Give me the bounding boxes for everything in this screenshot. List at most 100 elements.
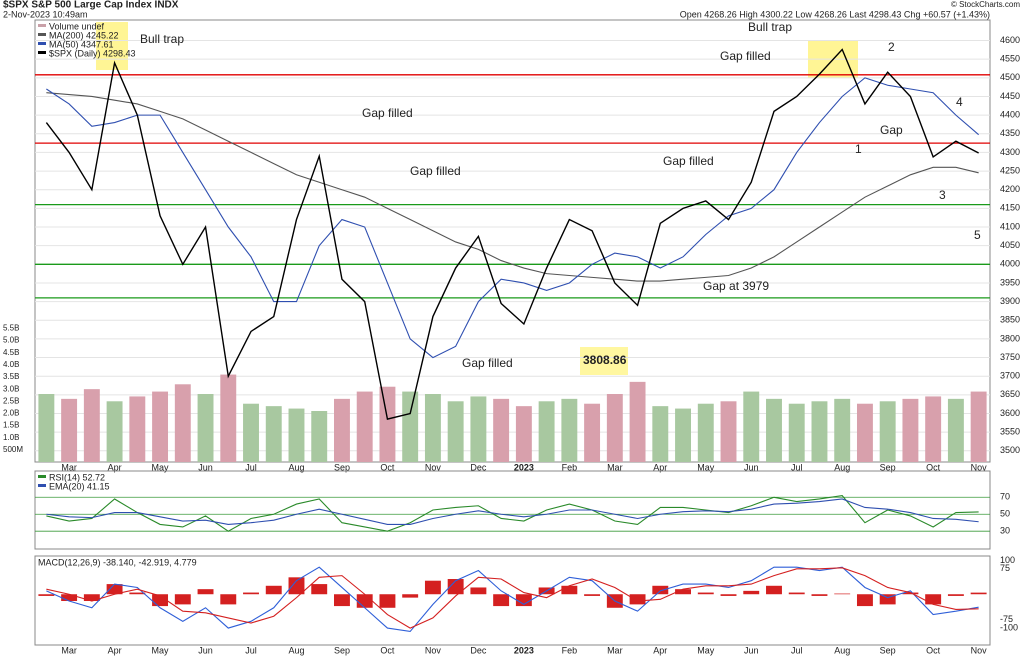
series-line	[46, 498, 979, 525]
histogram-bar	[811, 594, 828, 596]
panel-frame	[34, 470, 991, 550]
annotation: Bull trap	[140, 32, 184, 46]
volume-bar	[947, 398, 964, 462]
histogram-bar	[334, 594, 350, 607]
y-tick-label: 3700	[1000, 371, 1020, 381]
histogram-bar	[447, 579, 464, 595]
histogram-bar	[470, 587, 487, 595]
x-tick-label: Aug	[288, 645, 304, 655]
y-tick-label: 100	[1000, 555, 1015, 565]
y2-tick-label: 3.5B	[3, 372, 19, 381]
histogram-bar	[675, 589, 691, 595]
volume-bar	[856, 403, 873, 462]
legend-swatch	[38, 24, 46, 27]
histogram-bar	[265, 585, 282, 595]
histogram-bar	[902, 592, 919, 595]
annotation: 3808.86	[583, 353, 627, 367]
histogram-bar	[515, 594, 532, 607]
y-tick-label: 70	[1000, 492, 1010, 502]
volume-bar	[811, 401, 828, 462]
date: 2-Nov-2023 10:49am	[3, 9, 88, 19]
volume-bar	[629, 381, 646, 462]
volume-bar	[493, 398, 510, 462]
volume-bar	[766, 398, 782, 462]
volume-bar	[243, 403, 259, 462]
y2-tick-label: 3.0B	[3, 384, 19, 393]
x-tick-label: May	[697, 462, 715, 472]
x-tick-label: Apr	[108, 462, 122, 472]
y2-tick-label: 5.0B	[3, 336, 19, 345]
volume-bar	[584, 403, 601, 462]
histogram-bar	[379, 594, 396, 608]
y-tick-label: 3750	[1000, 352, 1020, 362]
x-tick-label: Mar	[607, 645, 623, 655]
volume-bar	[697, 403, 714, 462]
volume-bar	[788, 403, 805, 462]
x-tick-label: Jul	[791, 462, 803, 472]
volume-bar	[83, 389, 100, 462]
volume-bar	[129, 396, 146, 462]
y-tick-label: 30	[1000, 526, 1010, 536]
annotation: 3	[939, 188, 946, 202]
x-tick-label: Apr	[653, 462, 667, 472]
volume-bar	[743, 391, 760, 462]
volume-bar	[288, 408, 305, 462]
histogram-bar	[652, 585, 669, 595]
histogram-bar	[697, 592, 714, 595]
x-tick-label: Oct	[926, 645, 941, 655]
histogram-bar	[402, 594, 419, 598]
y-tick-label: 4000	[1000, 259, 1020, 269]
annotation: Gap	[880, 123, 903, 137]
legend-swatch	[38, 51, 46, 54]
y-tick-label: 3900	[1000, 296, 1020, 306]
x-tick-label: Nov	[971, 462, 988, 472]
y2-tick-label: 1.5B	[3, 421, 19, 430]
x-tick-label: Aug	[288, 462, 304, 472]
legend-entry: MA(200) 4245.22	[49, 30, 119, 40]
volume-bar	[902, 398, 919, 462]
panel-title: MACD(12,26,9) -38.140, -42.919, 4.779	[38, 557, 197, 567]
volume-bar	[61, 398, 78, 462]
x-tick-label: Nov	[425, 645, 442, 655]
x-tick-label: May	[152, 645, 170, 655]
y2-tick-label: 4.5B	[3, 348, 19, 357]
series-line	[46, 566, 979, 633]
x-tick-label: Aug	[834, 462, 850, 472]
series-line	[46, 77, 979, 359]
histogram-bar	[970, 592, 987, 595]
x-tick-label: Mar	[61, 645, 77, 655]
series-line	[46, 92, 979, 282]
annotation: 1	[855, 142, 862, 156]
annotation: 4	[956, 95, 963, 109]
histogram-bar	[788, 592, 805, 595]
volume-bar	[311, 411, 328, 462]
annotation: Gap filled	[720, 49, 771, 63]
volume-bar	[106, 401, 123, 462]
histogram-bar	[629, 594, 646, 605]
x-tick-label: 2023	[514, 462, 534, 472]
x-tick-label: Mar	[61, 462, 77, 472]
volume-bar	[970, 391, 987, 462]
x-tick-label: Feb	[562, 645, 578, 655]
volume-bar	[265, 406, 282, 462]
histogram-bar	[584, 594, 601, 596]
histogram-bar	[243, 592, 259, 595]
volume-bar	[515, 406, 532, 462]
x-tick-label: Mar	[607, 462, 623, 472]
volume-bar	[356, 391, 373, 462]
x-tick-label: Nov	[425, 462, 442, 472]
legend-entry: MA(50) 4347.61	[49, 39, 114, 49]
y-tick-label: 3500	[1000, 445, 1020, 455]
x-tick-label: Sep	[880, 645, 896, 655]
x-tick-label: Nov	[971, 645, 988, 655]
histogram-bar	[561, 585, 578, 595]
x-tick-label: Oct	[380, 645, 395, 655]
y-tick-label: 4200	[1000, 184, 1020, 194]
series-line	[46, 567, 979, 629]
volume-bar	[606, 394, 623, 462]
x-tick-label: Feb	[562, 462, 578, 472]
y-tick-label: 4400	[1000, 109, 1020, 119]
histogram-bar	[493, 594, 510, 607]
